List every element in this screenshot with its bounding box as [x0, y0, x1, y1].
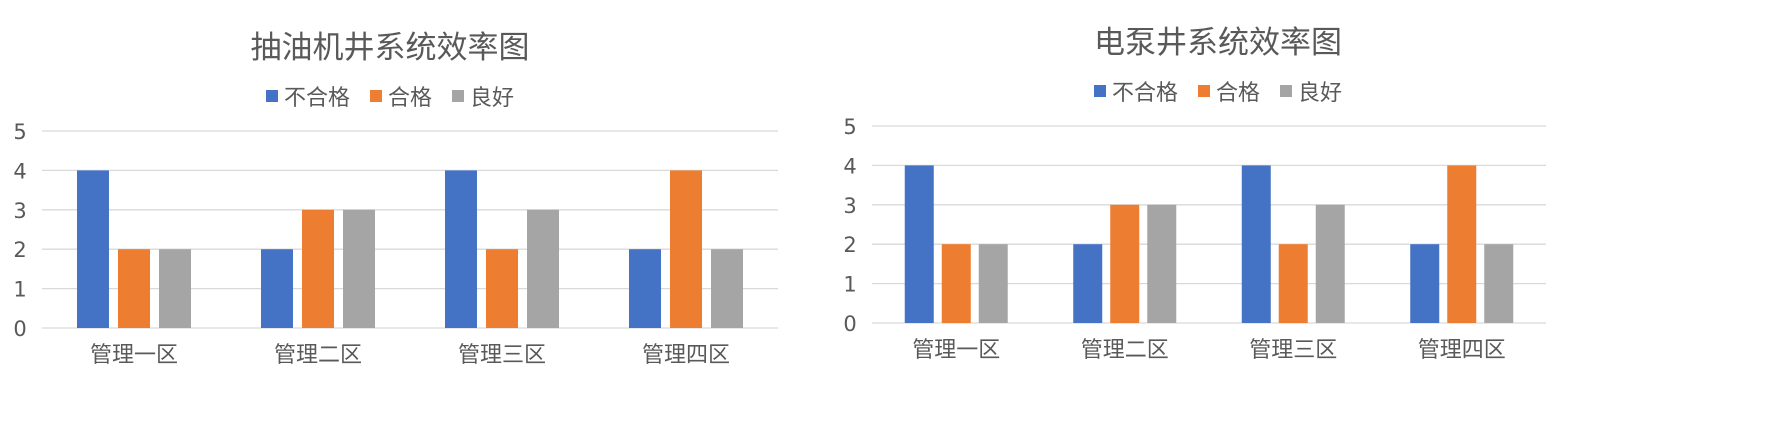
legend-swatch [1280, 85, 1292, 97]
legend-swatch [369, 90, 382, 102]
legend-swatch [1093, 85, 1106, 97]
bar-qualified [1110, 204, 1140, 323]
chart-pumping-unit-wells: 抽油机井系统效率图 不合格 合格 良好 0 1 2 3 4 5 管理一区 管理二区 管理三区 管理… [0, 30, 840, 368]
bar-good [1484, 244, 1514, 323]
legend-item-good: 良好 [1280, 75, 1342, 107]
x-category-label: 管理二区 [1081, 338, 1169, 363]
x-category-label: 管理二区 [274, 343, 362, 368]
y-tick-label: 1 [843, 273, 856, 297]
chart-plot-area: 0 1 2 3 4 5 管理一区 管理二区 管理三区 管理四区 [13, 120, 778, 368]
x-category-label: 管理一区 [912, 338, 1000, 363]
legend-item-good: 良好 [452, 80, 514, 112]
legend-label: 合格 [1215, 81, 1260, 106]
bar-qualified [941, 244, 971, 323]
legend-swatch [265, 90, 278, 102]
legend-label: 良好 [1298, 81, 1343, 106]
bar-unqualified [261, 249, 293, 328]
bar-qualified [486, 249, 518, 328]
legend-label: 合格 [387, 86, 432, 111]
x-category-label: 管理四区 [1418, 338, 1506, 363]
y-tick-label: 0 [843, 312, 856, 336]
chart-title: 抽油机井系统效率图 [250, 30, 530, 66]
bar-unqualified [1073, 244, 1103, 323]
y-tick-label: 0 [13, 317, 26, 341]
x-category-label: 管理四区 [642, 343, 730, 368]
y-tick-label: 3 [13, 199, 26, 223]
bar-unqualified [445, 170, 477, 328]
legend-item-qualified: 合格 [369, 80, 432, 112]
chart-title: 电泵井系统效率图 [1094, 25, 1342, 61]
legend-item-qualified: 合格 [1197, 75, 1260, 107]
y-tick-label: 4 [843, 154, 856, 178]
chart-legend: 不合格 合格 良好 [0, 80, 840, 112]
legend-label: 不合格 [1111, 81, 1178, 106]
bar-unqualified [904, 165, 934, 323]
legend-label: 良好 [470, 86, 515, 111]
y-tick-label: 3 [843, 194, 856, 218]
legend-swatch [1197, 85, 1210, 97]
bar-unqualified [1410, 244, 1440, 323]
bar-good [1315, 204, 1345, 323]
legend-label: 不合格 [283, 86, 350, 111]
bar-good [1147, 204, 1177, 323]
y-tick-label: 4 [13, 159, 26, 183]
x-category-label: 管理三区 [458, 343, 546, 368]
chart-legend: 不合格 合格 良好 [800, 75, 1636, 107]
bar-good [711, 249, 743, 328]
x-category-label: 管理一区 [90, 343, 178, 368]
bar-good [978, 244, 1008, 323]
bar-qualified [1447, 165, 1477, 323]
bar-good [343, 209, 375, 328]
bar-qualified [1278, 244, 1308, 323]
legend-swatch [452, 90, 464, 102]
y-tick-label: 1 [13, 278, 26, 302]
bar-unqualified [1241, 165, 1271, 323]
bar-qualified [118, 249, 150, 328]
bar-unqualified [77, 170, 109, 328]
bar-good [159, 249, 191, 328]
x-category-label: 管理三区 [1249, 338, 1337, 363]
bar-qualified [302, 209, 334, 328]
y-tick-label: 5 [13, 120, 26, 144]
y-tick-label: 5 [843, 115, 856, 139]
bar-good [527, 209, 559, 328]
legend-item-unqualified: 不合格 [265, 80, 350, 112]
legend-item-unqualified: 不合格 [1093, 75, 1178, 107]
y-tick-label: 2 [843, 233, 856, 257]
y-tick-label: 2 [13, 238, 26, 262]
chart-electric-pump-wells: 电泵井系统效率图 不合格 合格 良好 0 1 2 3 4 5 管理一区 管理二区 管理三区 管理四… [843, 0, 1776, 434]
chart-plot-area: 0 1 2 3 4 5 管理一区 管理二区 管理三区 管理四区 [843, 115, 1546, 363]
bar-qualified [670, 170, 702, 328]
bar-unqualified [629, 249, 661, 328]
